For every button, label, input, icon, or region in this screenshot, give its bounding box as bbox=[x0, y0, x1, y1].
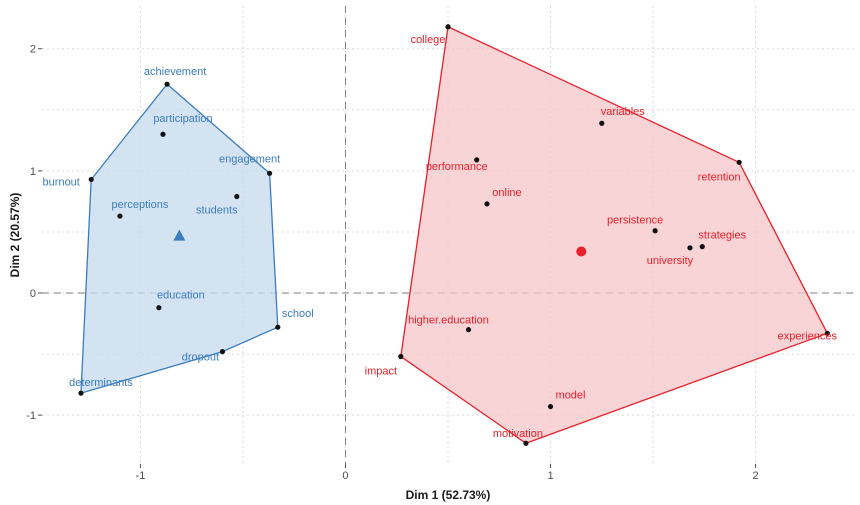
data-point-education bbox=[156, 305, 162, 311]
point-label-motivation: motivation bbox=[493, 428, 543, 440]
point-label-burnout: burnout bbox=[43, 176, 80, 188]
point-label-education: education bbox=[157, 290, 205, 302]
centroid-marker bbox=[173, 229, 186, 241]
y-tick-label: -1 bbox=[26, 410, 36, 422]
x-tick-label: 2 bbox=[753, 470, 759, 482]
data-point-achievement bbox=[164, 81, 170, 87]
point-label-impact: impact bbox=[365, 366, 397, 378]
point-label-college: college bbox=[411, 34, 446, 46]
data-point-higher-education bbox=[465, 327, 472, 333]
cluster-hull bbox=[400, 25, 829, 444]
data-point-determinants bbox=[78, 390, 84, 396]
data-point-motivation bbox=[523, 440, 529, 446]
data-point-school bbox=[275, 324, 281, 330]
point-label-variables: variables bbox=[601, 106, 646, 118]
data-point-burnout bbox=[88, 176, 94, 183]
data-point-retention bbox=[736, 159, 742, 165]
point-label-strategies: strategies bbox=[698, 230, 746, 242]
point-label-persistence: persistence bbox=[607, 215, 663, 227]
point-label-retention: retention bbox=[698, 171, 741, 183]
point-label-performance: performance bbox=[426, 161, 488, 173]
data-point-experiences bbox=[824, 330, 830, 336]
point-label-determinants: determinants bbox=[69, 377, 133, 389]
y-tick-label: 2 bbox=[30, 44, 36, 56]
data-point-online bbox=[484, 201, 490, 207]
point-label-experiences: experiences bbox=[778, 330, 838, 342]
data-point-variables bbox=[599, 120, 605, 126]
point-label-participation: participation bbox=[153, 113, 212, 125]
point-label-online: online bbox=[492, 187, 521, 199]
axis-ticks: -1 0 1 2 -1 0 1 2 bbox=[26, 44, 758, 482]
data-point-college bbox=[445, 24, 451, 30]
data-point-model bbox=[547, 403, 554, 410]
x-tick-label: 0 bbox=[342, 470, 348, 482]
data-points bbox=[78, 24, 830, 446]
point-label-dropout: dropout bbox=[182, 352, 219, 364]
centroid-marker bbox=[576, 246, 587, 257]
point-label-university: university bbox=[647, 255, 694, 267]
point-label-model: model bbox=[556, 390, 586, 402]
x-axis-title: Dim 1 (52.73%) bbox=[406, 488, 491, 502]
data-point-university bbox=[687, 245, 693, 251]
point-label-higher-education: higher.education bbox=[408, 315, 489, 327]
y-tick-label: 0 bbox=[30, 288, 36, 300]
x-tick-label: 1 bbox=[547, 470, 553, 482]
point-labels: achievement participation burnout engagemen… bbox=[43, 34, 838, 440]
data-point-engagement bbox=[267, 170, 273, 176]
data-point-persistence bbox=[652, 228, 658, 234]
x-tick-label: -1 bbox=[136, 470, 146, 482]
data-point-students bbox=[234, 193, 240, 200]
point-label-school: school bbox=[282, 308, 314, 320]
point-label-perceptions: perceptions bbox=[111, 199, 168, 211]
y-axis-title: Dim 2 (20.57%) bbox=[8, 193, 22, 278]
point-label-engagement: engagement bbox=[219, 153, 280, 165]
point-label-achievement: achievement bbox=[144, 66, 206, 78]
y-tick-label: 1 bbox=[30, 166, 36, 178]
data-point-strategies bbox=[699, 244, 705, 250]
data-point-participation bbox=[160, 131, 166, 137]
point-label-students: students bbox=[196, 205, 238, 217]
data-point-impact bbox=[398, 353, 404, 360]
data-point-perceptions bbox=[117, 213, 123, 219]
data-point-performance bbox=[474, 157, 480, 163]
cluster-centroids bbox=[173, 229, 587, 257]
data-point-dropout bbox=[219, 349, 226, 355]
